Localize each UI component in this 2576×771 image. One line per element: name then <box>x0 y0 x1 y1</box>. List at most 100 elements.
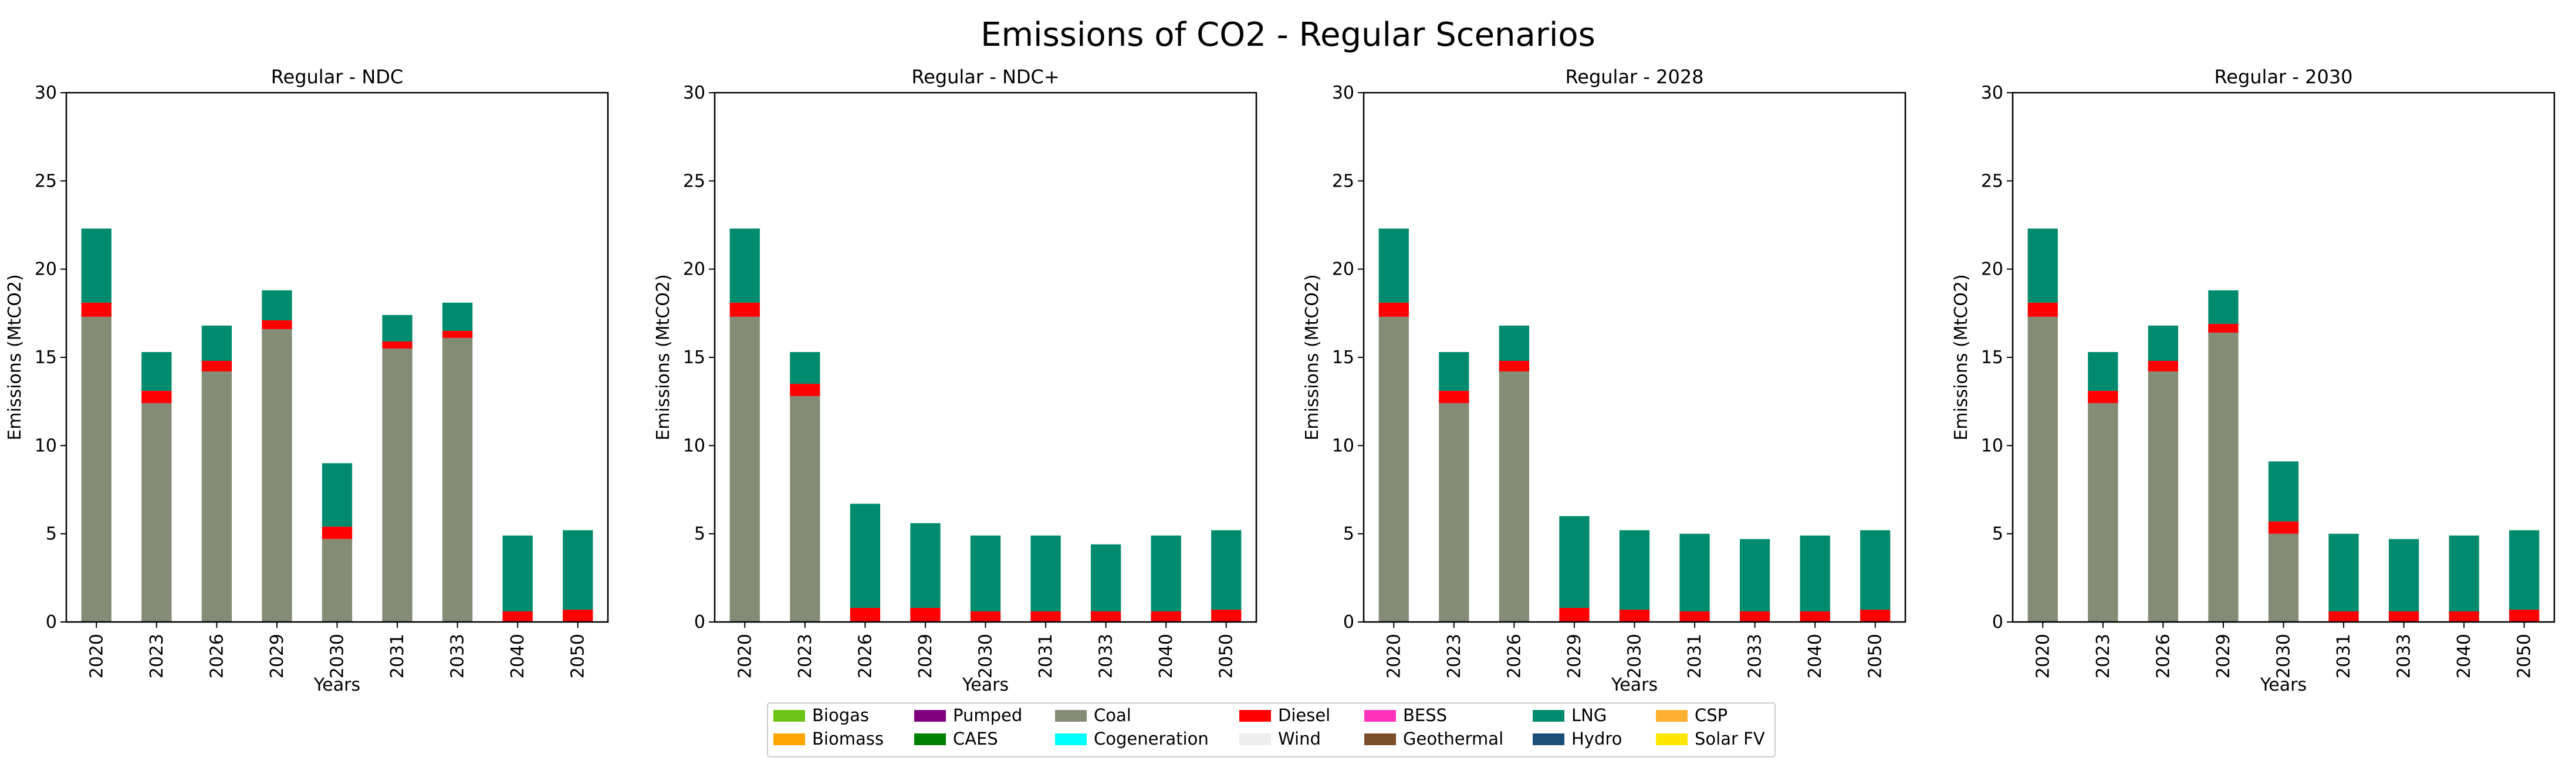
bar-lng-2026 <box>1499 325 1530 361</box>
y-tick-label: 0 <box>46 612 57 633</box>
legend-swatch-hydro <box>1533 733 1564 745</box>
y-tick-label: 5 <box>1343 524 1354 545</box>
legend-swatch-biomass <box>773 733 805 745</box>
panel-title: Regular - 2028 <box>1565 66 1703 88</box>
y-tick-label: 15 <box>1332 347 1354 368</box>
x-tick-label: 2020 <box>735 634 755 678</box>
bar-lng-2020 <box>2027 228 2058 303</box>
x-tick-label: 2031 <box>1036 634 1056 678</box>
y-tick-label: 0 <box>1992 612 2003 633</box>
axes-frame <box>2012 92 2555 623</box>
legend-label-lng: LNG <box>1571 705 1607 725</box>
bar-lng-2020 <box>729 228 760 303</box>
bar-lng-2030 <box>2268 461 2299 522</box>
x-tick-label: 2040 <box>2454 634 2474 678</box>
x-tick-label: 2029 <box>2213 634 2234 678</box>
bar-diesel-2020 <box>81 302 111 317</box>
bar-lng-2031 <box>382 315 413 341</box>
x-tick-label: 2030 <box>327 634 348 678</box>
bar-lng-2031 <box>2328 533 2359 611</box>
x-axis-label: Years <box>313 675 360 695</box>
x-tick-label: 2033 <box>448 634 468 678</box>
bar-lng-2026 <box>201 325 232 361</box>
bar-lng-2023 <box>141 351 172 391</box>
legend-label-csp: CSP <box>1695 705 1728 725</box>
legend-swatch-caes <box>914 733 946 745</box>
bar-lng-2030 <box>970 535 1001 611</box>
bar-lng-2050 <box>1860 530 1891 610</box>
bar-lng-2033 <box>1739 539 1770 611</box>
bar-diesel-2029 <box>262 320 292 329</box>
bar-lng-2023 <box>1439 351 1469 391</box>
legend-swatch-cogeneration <box>1055 733 1087 745</box>
y-tick-label: 25 <box>1981 171 2003 191</box>
bar-diesel-2023 <box>790 384 820 397</box>
axes-frame <box>65 92 609 623</box>
x-tick-label: 2040 <box>1156 634 1177 678</box>
legend-swatch-wind <box>1239 733 1271 745</box>
x-tick-label: 2029 <box>267 634 288 678</box>
bar-lng-2026 <box>850 503 881 608</box>
bar-diesel-2050 <box>1211 609 1242 622</box>
bar-lng-2050 <box>1211 530 1242 610</box>
y-tick-label: 30 <box>35 83 57 103</box>
y-tick-label: 20 <box>1332 259 1354 280</box>
bar-diesel-2033 <box>442 330 473 338</box>
x-tick-label: 2030 <box>976 634 996 678</box>
x-tick-label: 2031 <box>387 634 408 678</box>
bar-diesel-2029 <box>1559 607 1590 622</box>
x-tick-label: 2023 <box>795 634 816 678</box>
bar-lng-2023 <box>790 351 820 384</box>
bar-lng-2040 <box>1151 535 1181 611</box>
legend-label-bess: BESS <box>1403 705 1447 725</box>
bar-diesel-2023 <box>141 391 172 404</box>
bar-lng-2030 <box>1619 530 1650 610</box>
y-tick-label: 15 <box>35 347 57 368</box>
bar-lng-2050 <box>2509 530 2540 610</box>
legend-label-wind: Wind <box>1278 729 1321 749</box>
x-tick-label: 2026 <box>2153 634 2173 678</box>
bar-lng-2020 <box>1378 228 1409 303</box>
bar-lng-2033 <box>1090 544 1121 611</box>
bar-diesel-2026 <box>850 607 881 622</box>
x-tick-label: 2050 <box>1216 634 1237 678</box>
bar-diesel-2020 <box>729 302 760 317</box>
x-tick-label: 2050 <box>1865 634 1886 678</box>
y-tick-label: 0 <box>694 612 705 633</box>
legend-swatch-diesel <box>1239 710 1271 722</box>
bar-diesel-2023 <box>1439 391 1469 404</box>
legend-label-geothermal: Geothermal <box>1403 729 1503 749</box>
legend-label-coal: Coal <box>1094 705 1131 725</box>
bar-diesel-2040 <box>1800 611 1830 622</box>
bar-diesel-2029 <box>910 607 941 622</box>
bar-diesel-2030 <box>2268 521 2299 534</box>
bar-coal-2020 <box>2027 316 2058 622</box>
bar-diesel-2020 <box>1378 302 1409 317</box>
legend-label-caes: CAES <box>953 729 998 749</box>
x-tick-label: 2033 <box>1745 634 1766 678</box>
bar-lng-2029 <box>910 523 941 608</box>
bar-lng-2031 <box>1030 535 1061 611</box>
bar-diesel-2050 <box>563 609 593 622</box>
y-tick-label: 0 <box>1343 612 1354 633</box>
x-tick-label: 2040 <box>508 634 528 678</box>
x-tick-label: 2029 <box>915 634 936 678</box>
bar-diesel-2026 <box>201 361 232 372</box>
y-tick-label: 20 <box>35 259 57 280</box>
bar-diesel-2023 <box>2088 391 2118 404</box>
bar-coal-2020 <box>729 316 760 622</box>
bar-lng-2033 <box>2388 539 2419 611</box>
x-tick-label: 2026 <box>1504 634 1524 678</box>
x-tick-label: 2020 <box>86 634 107 678</box>
y-tick-label: 5 <box>46 524 57 545</box>
bar-lng-2029 <box>1559 516 1590 608</box>
bar-diesel-2040 <box>1151 611 1181 622</box>
x-tick-label: 2020 <box>1384 634 1404 678</box>
bar-diesel-2031 <box>1679 611 1710 622</box>
x-tick-label: 2030 <box>2274 634 2294 678</box>
bar-diesel-2029 <box>2208 323 2239 333</box>
bar-diesel-2031 <box>1030 611 1061 622</box>
bar-lng-2030 <box>322 463 353 527</box>
